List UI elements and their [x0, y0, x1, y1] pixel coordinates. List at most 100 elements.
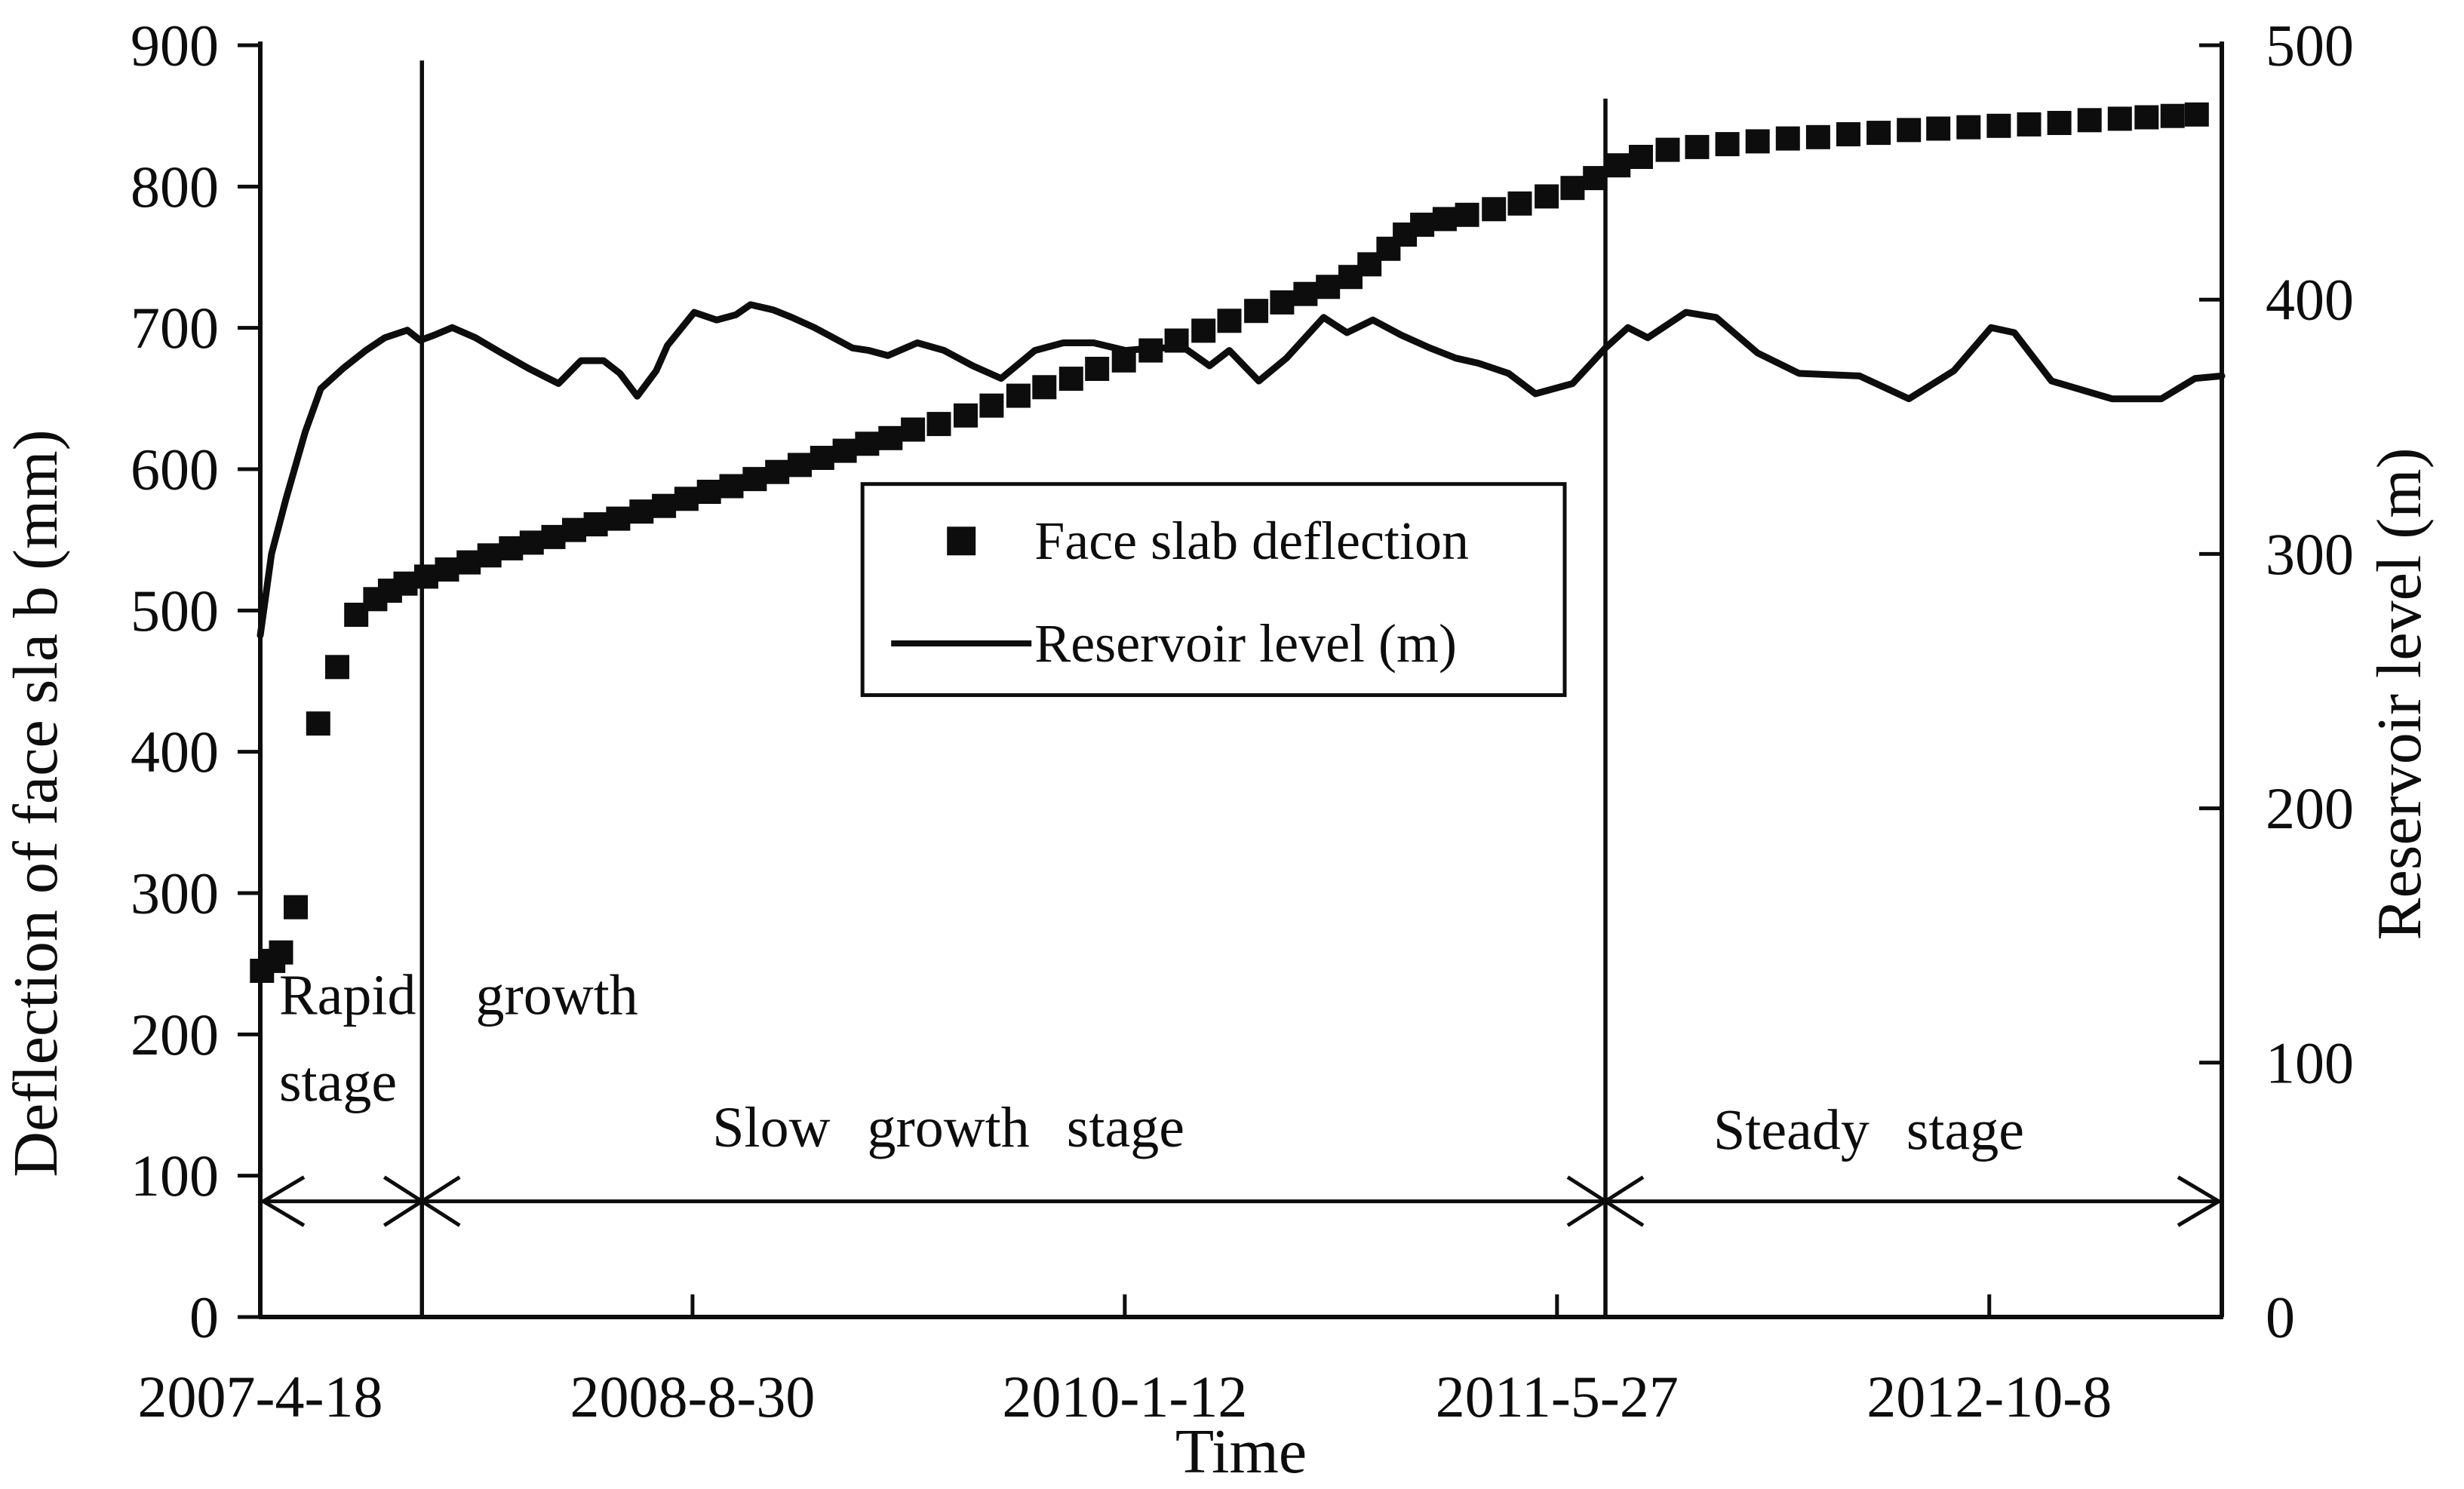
deflection-point	[435, 557, 459, 582]
deflection-point	[1085, 357, 1110, 381]
deflection-point	[1316, 275, 1341, 299]
steady-stage: Steady stage	[1713, 1098, 2024, 1162]
deflection-point	[742, 467, 767, 492]
deflection-point	[1191, 318, 1216, 343]
deflection-point	[606, 506, 631, 531]
deflection-point	[456, 550, 481, 575]
deflection-point	[788, 453, 812, 477]
left-tick-label: 500	[131, 578, 219, 643]
right-tick-label: 200	[2266, 775, 2354, 841]
stage-annotations: Rapid growth stage Slow growth stage Steady…	[279, 964, 2024, 1162]
deflection-point	[2077, 108, 2102, 133]
deflection-point	[1032, 375, 1057, 400]
deflection-point	[1111, 348, 1136, 373]
deflection-point	[1715, 132, 1740, 157]
deflection-point	[1006, 383, 1031, 408]
deflection-point	[2047, 111, 2072, 135]
right-tick-label: 0	[2266, 1285, 2295, 1350]
x-tick-label: 2007-4-18	[138, 1364, 383, 1429]
left-tick-label: 200	[131, 1002, 219, 1067]
deflection-point	[901, 417, 926, 442]
deflection-point	[1244, 299, 1269, 324]
deflection-point	[1058, 367, 1083, 391]
x-axis-title: Time	[1175, 1417, 1307, 1487]
stage-span-arrow	[260, 1175, 2223, 1227]
deflection-point	[1432, 207, 1457, 232]
deflection-point	[1986, 113, 2011, 138]
deflection-point	[414, 564, 438, 589]
deflection-point	[1535, 184, 1559, 209]
left-tick-label: 800	[131, 154, 219, 220]
deflection-point	[1270, 290, 1295, 315]
legend-square-marker-icon	[947, 527, 976, 556]
stage-dividers	[419, 60, 1608, 1317]
x-tick-label: 2008-8-30	[570, 1364, 815, 1429]
x-tick-label: 2011-5-27	[1436, 1364, 1679, 1429]
deflection-point	[878, 425, 903, 450]
deflection-point	[1507, 191, 1532, 216]
right-tick-label: 300	[2266, 521, 2354, 587]
deflection-point	[2017, 112, 2042, 137]
right-tick-label: 400	[2266, 267, 2354, 333]
left-tick-label: 300	[131, 861, 219, 926]
left-tick-label: 100	[131, 1143, 219, 1208]
deflection-point	[1217, 309, 1242, 333]
rapid-growth-line2: stage	[279, 1050, 397, 1113]
deflection-point	[979, 393, 1004, 418]
left-tick-label: 400	[131, 719, 219, 784]
tick-labels: 0 100 200 300 400 500 600 700 800 900 0 100 200 300 40…	[131, 13, 2354, 1430]
deflection-point	[652, 493, 677, 518]
arrowhead-right-icon	[2177, 1175, 2223, 1227]
face-slab-deflection-points	[250, 102, 2209, 983]
y-axis-right-title: Reservoir level (m)	[2364, 447, 2435, 940]
deflection-point	[284, 895, 308, 919]
deflection-point	[1836, 122, 1860, 146]
deflection-point	[269, 940, 293, 965]
deflection-point	[1745, 129, 1770, 154]
deflection-point	[1455, 202, 1479, 227]
right-tick-label: 100	[2266, 1030, 2354, 1095]
deflection-point	[1482, 197, 1507, 222]
deflection-point	[810, 446, 834, 470]
deflection-point	[519, 530, 544, 555]
deflection-point	[1629, 145, 1653, 169]
reservoir-level-line	[257, 301, 2226, 639]
deflection-point	[1897, 118, 1922, 143]
deflection-point	[1164, 328, 1189, 353]
right-tick-label: 500	[2266, 13, 2354, 78]
deflection-point	[1138, 338, 1163, 363]
deflection-point	[765, 459, 790, 484]
deflection-point	[1685, 134, 1710, 159]
deflection-point	[562, 517, 586, 542]
deflection-point	[954, 403, 978, 428]
deflection-point	[674, 487, 699, 511]
deflection-point	[583, 512, 608, 537]
deflection-point	[1410, 212, 1435, 237]
x-tick-label: 2010-1-12	[1002, 1364, 1247, 1429]
legend-box	[860, 482, 1567, 698]
deflection-point	[1775, 126, 1800, 151]
deflection-point	[477, 543, 502, 568]
stage-cross-icon-2	[1566, 1175, 1645, 1227]
rapid-growth-line1: Rapid growth	[279, 964, 638, 1027]
deflection-point	[926, 412, 951, 437]
deflection-point	[541, 524, 566, 549]
deflection-point	[1956, 115, 1981, 140]
deflection-point	[393, 571, 418, 596]
deflection-point	[1866, 121, 1891, 146]
left-tick-label: 600	[131, 437, 219, 502]
y-axis-left-title: Deflection of face sla b (mm)	[1, 429, 71, 1177]
left-tick-label: 900	[131, 13, 219, 78]
deflection-point	[306, 711, 330, 736]
deflection-point	[499, 536, 524, 560]
legend-label-reservoir-level: Reservoir level (m)	[1034, 613, 1457, 674]
slow-growth-stage: Slow growth stage	[712, 1096, 1184, 1159]
deflection-point	[2184, 102, 2209, 127]
arrowhead-left-icon	[260, 1175, 306, 1227]
deflection-point	[1560, 176, 1585, 201]
left-tick-label: 0	[189, 1285, 219, 1350]
deflection-point	[719, 474, 744, 499]
deflection-point	[2160, 103, 2185, 128]
